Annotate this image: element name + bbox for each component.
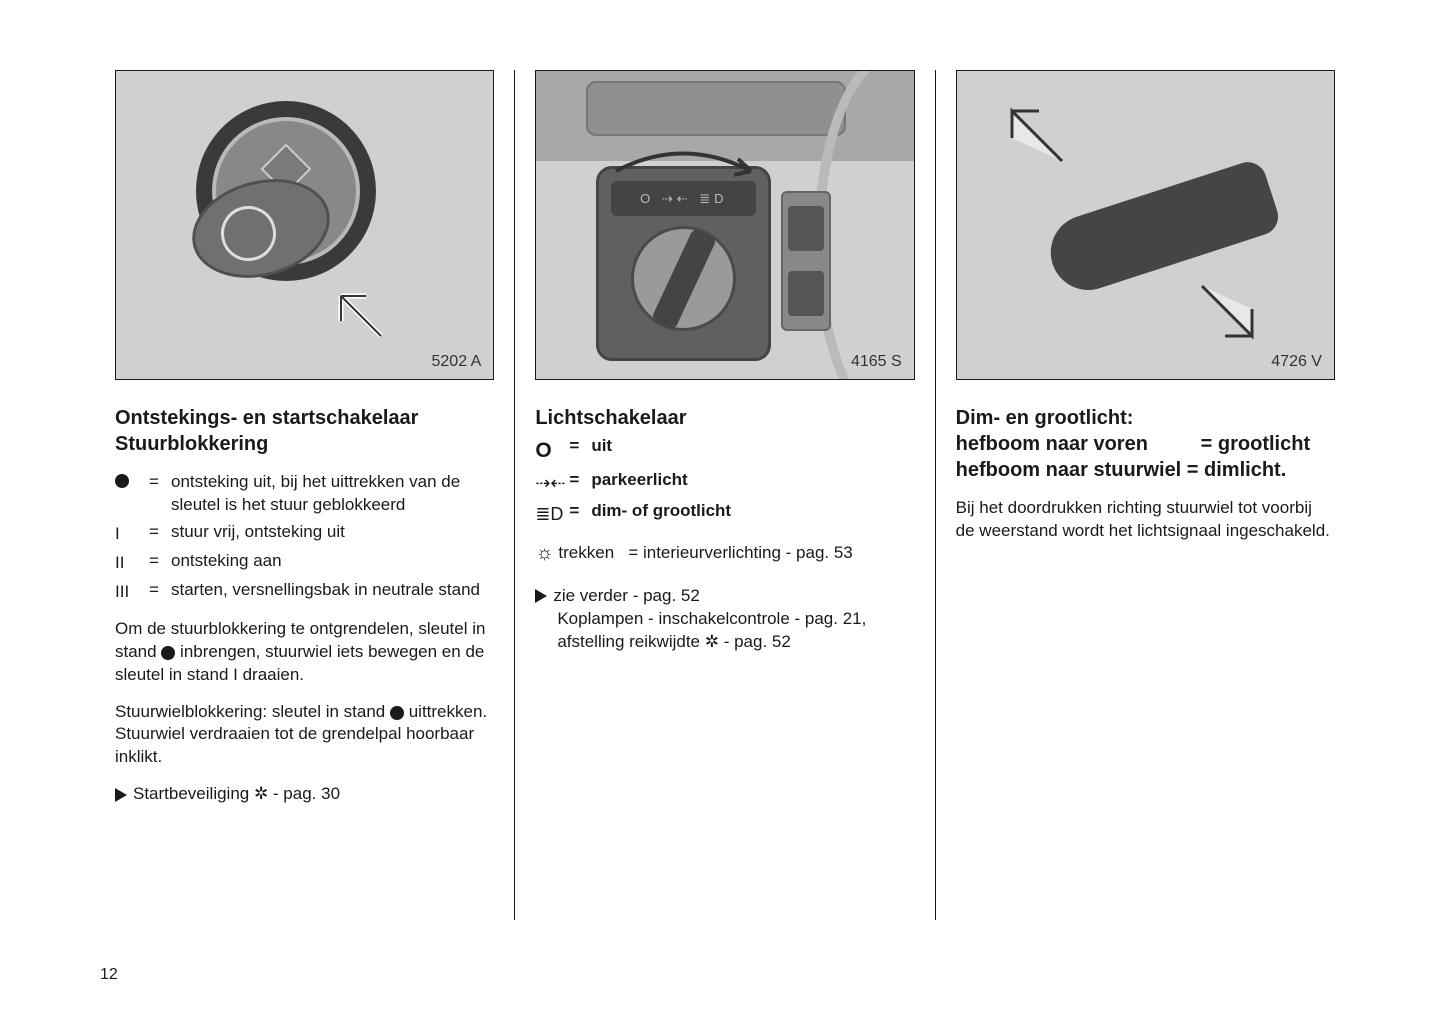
- legend-list: = ontsteking uit, bij het uittrekken van…: [115, 471, 494, 604]
- reference-line: zie verder - pag. 52 Koplampen - inschak…: [535, 585, 914, 654]
- column-2: O ⇢⇠ ≣D 4165 S Lichtschakelaar O = uit ⇢…: [514, 70, 934, 920]
- legend-row: ≣D = dim- of grootlicht: [535, 500, 914, 526]
- column-3: 4726 V Dim- en grootlicht: hefboom naar …: [935, 70, 1355, 920]
- arrow-icon: [997, 96, 1077, 176]
- page-number: 12: [100, 966, 118, 984]
- legend-row: II = ontsteking aan: [115, 550, 494, 575]
- figure-label: 4165 S: [851, 353, 902, 371]
- triangle-icon: [115, 788, 127, 802]
- legend-row: = ontsteking uit, bij het uittrekken van…: [115, 471, 494, 517]
- figure-stalk: 4726 V: [956, 70, 1335, 380]
- paragraph: ☼ trekken = interieurverlichting - pag. …: [535, 540, 914, 567]
- figure-ignition: 5202 A: [115, 70, 494, 380]
- headlight-icon: ≣D: [535, 500, 569, 526]
- figure-light-switch: O ⇢⇠ ≣D 4165 S: [535, 70, 914, 380]
- parking-light-icon: ⇢⇠: [535, 469, 569, 495]
- dot-icon: [115, 474, 129, 488]
- arrow-icon: [326, 281, 396, 351]
- dot-icon: [390, 706, 404, 720]
- paragraph: Om de stuurblokkering te ontgrendelen, s…: [115, 618, 494, 687]
- arrow-icon: [1187, 271, 1267, 351]
- dome-light-icon: ☼: [535, 540, 553, 567]
- figure-label: 4726 V: [1271, 353, 1322, 371]
- dot-icon: [161, 646, 175, 660]
- reference-line: Startbeveiliging ✲ - pag. 30: [115, 783, 494, 806]
- triangle-icon: [535, 589, 547, 603]
- legend-row: I = stuur vrij, ontsteking uit: [115, 521, 494, 546]
- manual-page: 5202 A Ontstekings- en startschakelaar S…: [95, 70, 1355, 920]
- legend-row: ⇢⇠ = parkeerlicht: [535, 469, 914, 495]
- paragraph: Bij het doordrukken richting stuurwiel t…: [956, 497, 1335, 543]
- legend-row: III = starten, versnellingsbak in neutra…: [115, 579, 494, 604]
- section-heading: Ontstekings- en startschakelaar Stuurblo…: [115, 405, 494, 457]
- arrow-icon: [606, 141, 761, 181]
- legend-row: O = uit: [535, 435, 914, 465]
- column-1: 5202 A Ontstekings- en startschakelaar S…: [95, 70, 514, 920]
- section-heading: Lichtschakelaar: [535, 405, 914, 431]
- section-heading: Dim- en grootlicht: hefboom naar voren= …: [956, 405, 1335, 483]
- legend-list: O = uit ⇢⇠ = parkeerlicht ≣D = dim- of g…: [535, 435, 914, 526]
- figure-label: 5202 A: [432, 353, 482, 371]
- paragraph: Stuurwielblokkering: sleutel in stand ui…: [115, 701, 494, 770]
